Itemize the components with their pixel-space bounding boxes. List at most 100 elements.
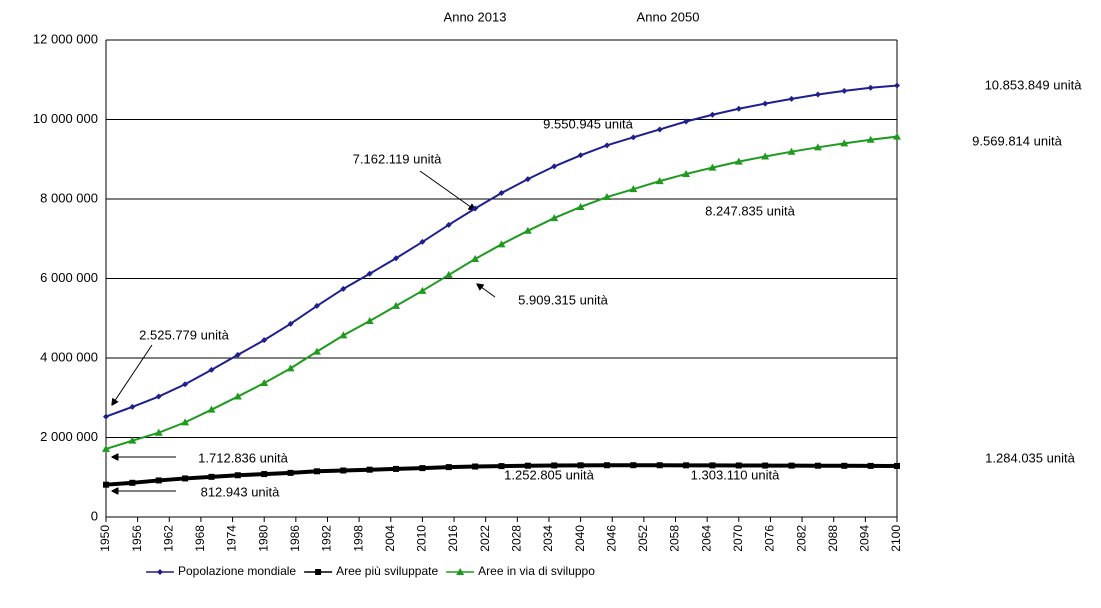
point: [286, 364, 295, 372]
point: [866, 135, 875, 143]
point: [577, 462, 584, 469]
point: [894, 82, 900, 89]
point: [418, 286, 427, 294]
point: [129, 403, 136, 410]
legend-marker: [456, 568, 465, 575]
y-tick-label: 12 000 000: [33, 31, 98, 46]
point: [154, 428, 163, 436]
x-tick-label: 2016: [446, 525, 460, 552]
annotation: 1.284.035 unità: [985, 450, 1075, 465]
point: [813, 143, 822, 151]
point: [312, 347, 321, 355]
point: [814, 462, 821, 469]
y-tick-label: 4 000 000: [40, 349, 98, 364]
arrow: [419, 170, 475, 210]
x-tick-label: 2058: [668, 525, 682, 552]
point: [867, 462, 874, 469]
x-tick-label: 1950: [98, 525, 112, 552]
x-tick-label: 2040: [573, 525, 587, 552]
x-tick-label: 1998: [351, 525, 365, 552]
x-tick-label: 2082: [794, 525, 808, 552]
point: [155, 477, 162, 484]
point: [708, 163, 717, 171]
point: [366, 270, 373, 277]
y-tick-label: 6 000 000: [40, 270, 98, 285]
annotation: 1.303.110 unità: [691, 467, 780, 482]
point: [894, 462, 900, 469]
point: [709, 111, 716, 118]
point: [683, 118, 690, 125]
point: [524, 462, 531, 469]
legend-label: Popolazione mondiale: [178, 564, 296, 578]
annotation: 7.162.119 unità: [353, 151, 442, 166]
point: [630, 134, 637, 141]
series: [103, 462, 900, 488]
x-tick-label: 2046: [604, 525, 618, 552]
point: [682, 169, 691, 177]
x-tick-label: 2004: [383, 525, 397, 552]
point: [840, 139, 849, 147]
x-tick-label: 1956: [130, 525, 144, 552]
annotation: 1.252.805 unità: [504, 467, 594, 482]
point: [313, 468, 320, 475]
legend-symbol: [157, 569, 163, 575]
point: [788, 95, 795, 102]
legend-marker: [157, 569, 163, 575]
point: [445, 464, 452, 471]
point: [497, 240, 506, 248]
y-tick-label: 2 000 000: [40, 429, 98, 444]
point: [498, 190, 505, 197]
point: [444, 270, 453, 278]
point: [867, 84, 874, 91]
point: [629, 185, 638, 193]
y-tick-label: 10 000 000: [33, 111, 98, 126]
point: [419, 465, 426, 472]
annotation: 812.943 unità: [201, 484, 281, 499]
point: [260, 379, 269, 387]
annotation: Anno 2013: [444, 9, 507, 24]
arrow: [112, 344, 153, 405]
arrows: [112, 170, 496, 491]
point: [129, 479, 136, 486]
annotation: 5.909.315 unità: [518, 292, 608, 307]
point: [630, 462, 637, 469]
point: [656, 462, 663, 469]
point: [735, 462, 742, 469]
x-tick-label: 2088: [826, 525, 840, 552]
annotation: 10.853.849 unità: [985, 77, 1083, 92]
legend-label: Aree più sviluppate: [336, 564, 438, 578]
point: [261, 337, 268, 344]
point: [181, 418, 190, 426]
legend-label: Aree in via di sviluppo: [478, 564, 595, 578]
point: [366, 466, 373, 473]
point: [340, 285, 347, 292]
line: [105, 84, 898, 418]
point: [814, 91, 821, 98]
x-tick-label: 2034: [541, 525, 555, 552]
x-tick-label: 2094: [858, 525, 872, 552]
point: [576, 202, 585, 210]
point: [339, 331, 348, 339]
point: [841, 87, 848, 94]
y-tick-label: 8 000 000: [40, 190, 98, 205]
point: [234, 351, 241, 358]
x-tick-label: 1968: [193, 525, 207, 552]
annotation: 8.247.835 unità: [705, 203, 795, 218]
point: [683, 462, 690, 469]
point: [207, 405, 216, 413]
point: [762, 462, 769, 469]
point: [602, 193, 611, 201]
point: [471, 255, 480, 263]
point: [709, 462, 716, 469]
point: [523, 226, 532, 234]
point: [340, 467, 347, 474]
arrow: [477, 284, 496, 298]
y-tick-label: 0: [91, 508, 98, 523]
annotation: 9.569.814 unità: [972, 133, 1062, 148]
point: [524, 176, 531, 183]
point: [603, 142, 610, 149]
point: [155, 393, 162, 400]
x-tick-label: 1980: [256, 525, 270, 552]
point: [182, 475, 189, 482]
